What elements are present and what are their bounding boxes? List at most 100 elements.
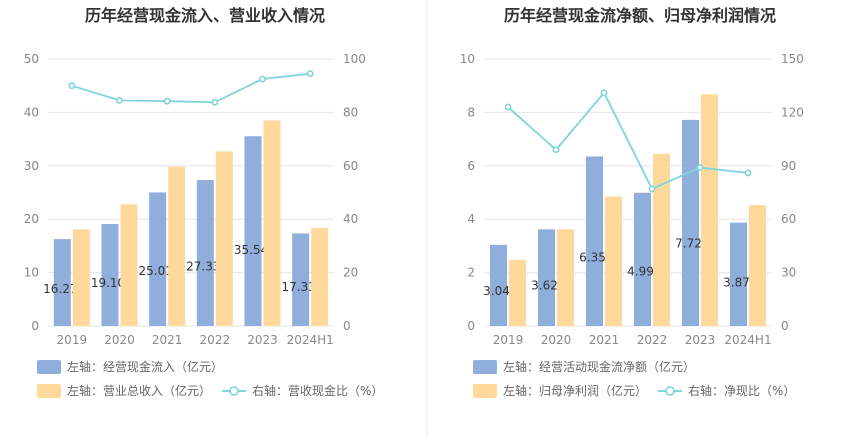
line-series xyxy=(507,91,749,191)
bar-data-label: 3.87 xyxy=(723,276,750,290)
left-axis-tick-label: 40 xyxy=(24,105,39,119)
left-axis-tick-label: 2 xyxy=(467,266,475,280)
bar-primary xyxy=(196,180,214,326)
x-axis-tick-label: 2023 xyxy=(685,333,716,347)
x-axis-tick-label: 2022 xyxy=(637,333,668,347)
bar-primary xyxy=(634,192,651,326)
legend-label: 右轴：净现比（%） xyxy=(688,383,795,398)
legend-line-marker xyxy=(665,386,675,396)
bar-secondary xyxy=(263,120,281,326)
bar-data-label: 19.10 xyxy=(91,276,125,290)
left-axis-tick-label: 30 xyxy=(24,159,39,173)
right-axis-tick-label: 0 xyxy=(781,319,789,333)
legend-line-marker xyxy=(229,386,239,396)
bar-primary xyxy=(101,224,119,326)
bar-primary xyxy=(53,239,71,326)
bar-primary xyxy=(586,156,603,326)
x-axis-tick-label: 2019 xyxy=(57,333,88,347)
left-axis-tick-label: 0 xyxy=(467,319,475,333)
bar-data-label: 7.72 xyxy=(675,237,702,251)
x-axis-tick-label: 2024H1 xyxy=(287,333,334,347)
line-point xyxy=(211,98,219,106)
legend-swatch xyxy=(473,360,497,374)
line-point xyxy=(648,185,656,193)
bar-secondary xyxy=(557,229,574,326)
bar-secondary xyxy=(311,227,329,326)
line-point xyxy=(504,103,512,111)
legend-label: 右轴：营收现金比（%） xyxy=(252,383,383,398)
bar-primary xyxy=(538,229,555,326)
bar-primary xyxy=(730,222,747,326)
legend-swatch xyxy=(473,384,497,398)
legend-label: 左轴：经营现金流入（亿元） xyxy=(67,359,223,374)
right-axis-tick-label: 40 xyxy=(343,212,358,226)
bar-secondary xyxy=(120,204,138,326)
right-axis-tick-label: 0 xyxy=(343,319,351,333)
left-axis-tick-label: 8 xyxy=(467,105,475,119)
bar-data-label: 4.99 xyxy=(627,264,654,278)
x-axis-tick-label: 2021 xyxy=(589,333,620,347)
left-axis-tick-label: 50 xyxy=(24,52,39,66)
bar-data-label: 25.01 xyxy=(138,264,172,278)
line-point xyxy=(552,146,560,154)
bar-data-label: 3.62 xyxy=(531,278,558,292)
line-series xyxy=(71,72,311,104)
bar-secondary xyxy=(215,151,233,326)
x-axis-tick-label: 2023 xyxy=(247,333,278,347)
right-axis-tick-label: 90 xyxy=(781,159,796,173)
line-point xyxy=(116,96,123,104)
bar-primary xyxy=(149,192,167,326)
right-axis-tick-label: 60 xyxy=(343,159,358,173)
right-axis-tick-label: 80 xyxy=(343,105,358,119)
bar-primary xyxy=(490,244,507,326)
bar-data-label: 3.04 xyxy=(483,284,510,298)
left-axis-tick-label: 4 xyxy=(467,212,475,226)
chart-panel-2: 历年经营现金流净额、归母净利润情况 0 0 2 30 4 60 6 90 8 120 10 150 201… xyxy=(460,6,804,398)
left-axis-tick-label: 10 xyxy=(24,266,39,280)
x-axis-tick-label: 2021 xyxy=(152,333,183,347)
bar-secondary xyxy=(749,205,766,326)
bar-data-label: 17.33 xyxy=(281,280,315,294)
line-point xyxy=(306,70,314,78)
x-axis-tick-label: 2020 xyxy=(541,333,572,347)
bar-primary xyxy=(682,119,699,326)
left-axis-tick-label: 0 xyxy=(31,319,39,333)
bar-data-label: 16.27 xyxy=(43,282,77,296)
bar-secondary xyxy=(653,153,670,326)
right-axis-tick-label: 30 xyxy=(781,266,796,280)
line-point xyxy=(744,169,752,177)
right-axis-tick-label: 60 xyxy=(781,212,796,226)
chart-title: 历年经营现金流入、营业收入情况 xyxy=(85,6,325,25)
bar-secondary xyxy=(168,166,186,326)
right-axis-tick-label: 20 xyxy=(343,266,358,280)
bar-data-label: 27.33 xyxy=(186,260,220,274)
line-point xyxy=(259,75,266,83)
bar-primary xyxy=(292,233,310,326)
right-axis-tick-label: 120 xyxy=(781,105,804,119)
left-axis-tick-label: 6 xyxy=(467,159,475,173)
bar-data-label: 35.54 xyxy=(234,243,268,257)
bar-secondary xyxy=(701,94,718,326)
legend-swatch xyxy=(37,384,61,398)
bar-secondary xyxy=(509,259,526,326)
x-axis-tick-label: 2024H1 xyxy=(724,333,771,347)
legend-label: 左轴：经营活动现金流净额（亿元） xyxy=(503,359,695,374)
x-axis-tick-label: 2019 xyxy=(493,333,524,347)
line-point xyxy=(696,164,704,171)
left-axis-tick-label: 20 xyxy=(24,212,39,226)
chart-title: 历年经营现金流净额、归母净利润情况 xyxy=(504,6,776,25)
legend-label: 左轴：归母净利润（亿元） xyxy=(503,383,647,398)
line-point xyxy=(163,97,171,105)
line-point xyxy=(600,89,608,97)
left-axis-tick-label: 10 xyxy=(460,52,475,66)
legend-swatch xyxy=(37,360,61,374)
bar-secondary xyxy=(605,196,622,326)
x-axis-tick-label: 2020 xyxy=(104,333,135,347)
legend-label: 左轴：营业总收入（亿元） xyxy=(67,383,211,398)
right-axis-tick-label: 100 xyxy=(343,52,366,66)
bar-primary xyxy=(244,136,262,326)
line-point xyxy=(68,82,76,90)
